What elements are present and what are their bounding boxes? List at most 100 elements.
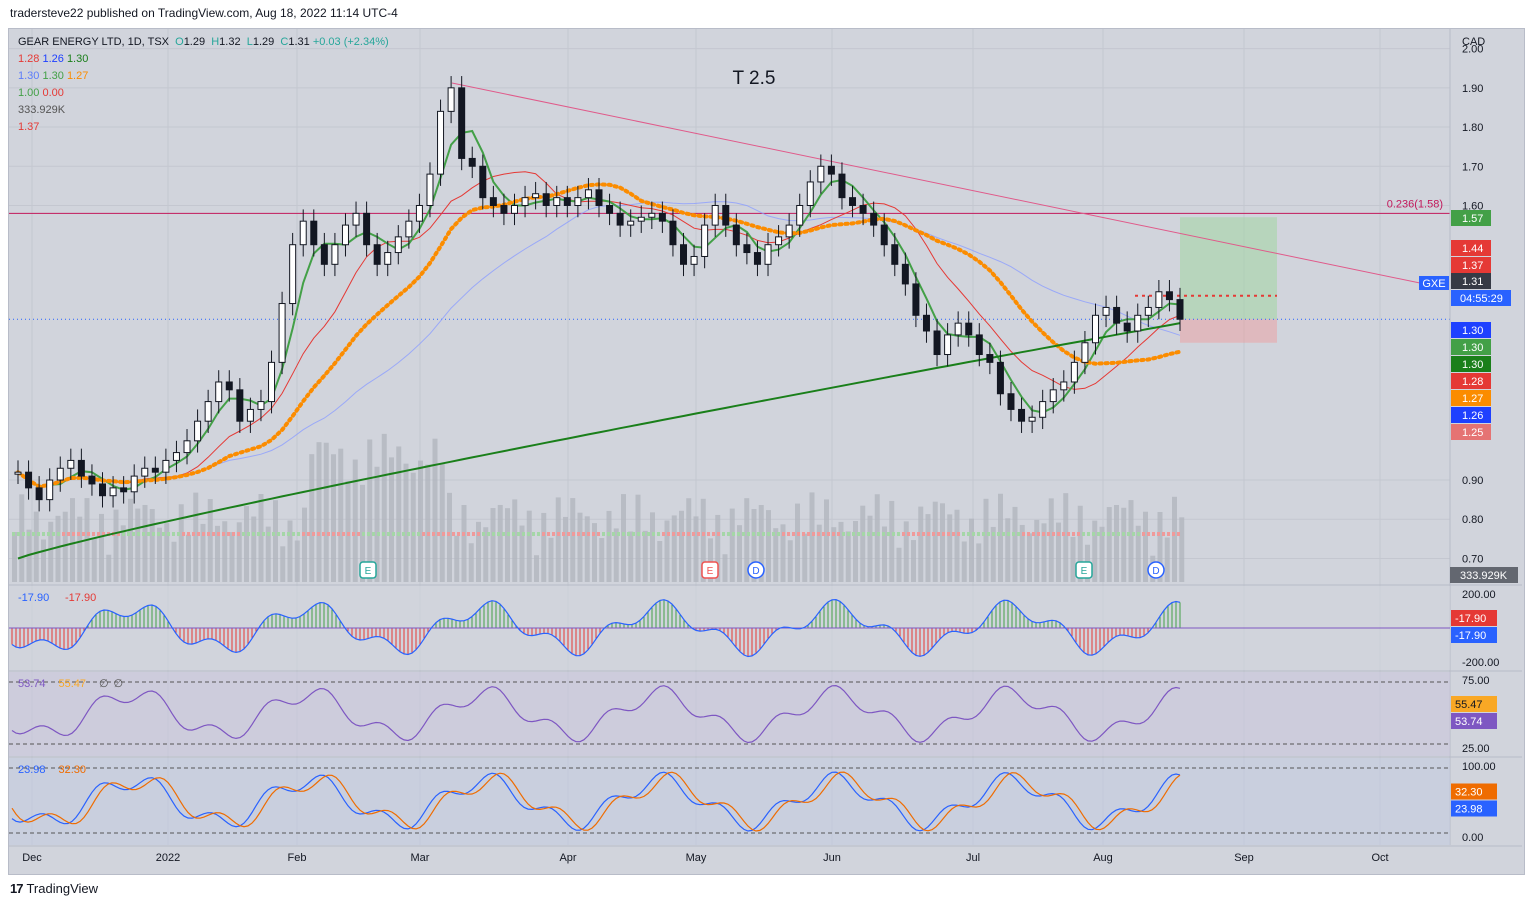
volume-bar — [331, 454, 336, 582]
volume-bar — [1106, 507, 1112, 582]
volume-bar — [186, 534, 191, 582]
x-tick-label: 2022 — [156, 852, 180, 864]
volume-ma-dot — [242, 532, 245, 536]
volume-ma-dot — [887, 532, 890, 536]
candle-body — [130, 475, 138, 493]
candle-body — [996, 361, 1004, 395]
candle-body — [489, 197, 497, 206]
volume-ma-dot — [952, 532, 955, 536]
indicator-line-stoch — [11, 771, 1181, 832]
volume-ma-dot — [487, 532, 490, 536]
volume-bar — [91, 538, 97, 582]
volume-ma-dot — [537, 532, 540, 536]
volume-bar — [41, 539, 46, 582]
candle-body — [1123, 322, 1131, 332]
chart-legend: GEAR ENERGY LTD, 1D, TSX O1.29 H1.32 L1.… — [18, 34, 389, 136]
volume-ma-dot — [977, 532, 980, 536]
candle-body — [912, 283, 920, 316]
indicator-tag-label: 53.74 — [1455, 716, 1483, 728]
volume-ma-dot — [247, 532, 250, 536]
candle-body — [637, 216, 645, 222]
indicator-tick: 100.00 — [1462, 761, 1496, 773]
volume-bar — [418, 460, 423, 582]
candle-body — [563, 197, 571, 206]
volume-bar — [229, 532, 235, 582]
volume-bar — [831, 527, 837, 582]
candle-body — [268, 361, 276, 403]
indicator-tag — [1451, 713, 1497, 729]
volume-bar — [374, 466, 380, 582]
volume-ma-dot — [857, 532, 860, 536]
volume-bar — [816, 524, 822, 582]
volume-bar — [860, 505, 866, 582]
volume-ma-dot — [82, 532, 85, 536]
volume-ma-dot — [1147, 532, 1150, 536]
legend-value: 333.929K — [18, 104, 66, 116]
indicator-legend-value: ∅ — [114, 678, 124, 690]
indicator-legend-value: -17.90 — [65, 592, 96, 604]
volume-ma-dot — [1142, 532, 1145, 536]
volume-ma-dot — [32, 532, 35, 536]
volume-bar — [853, 521, 858, 582]
price-tag — [1451, 210, 1491, 226]
volume-ma-dot — [747, 532, 750, 536]
candle-body — [204, 401, 212, 422]
candle-body — [574, 197, 582, 206]
volume-bar — [744, 498, 750, 582]
indicator-legend-value: -17.90 — [18, 592, 49, 604]
volume-ma-dot — [142, 532, 145, 536]
volume-bar — [555, 497, 561, 582]
volume-ma-dot — [432, 532, 435, 536]
volume-ma-dot — [202, 532, 205, 536]
countdown-tag — [1451, 290, 1511, 306]
volume-ma-dot — [452, 532, 455, 536]
chart-title: GEAR ENERGY LTD, 1D, TSX — [18, 36, 169, 48]
volume-bar — [157, 527, 162, 582]
y-tick-label: 0.80 — [1462, 514, 1483, 526]
volume-ma-dot — [682, 532, 685, 536]
volume-bar — [983, 498, 989, 582]
volume-ma-dot — [562, 532, 565, 536]
volume-bar — [323, 442, 329, 582]
volume-ma-dot — [522, 532, 525, 536]
volume-ma-dot — [712, 532, 715, 536]
event-earnings-icon — [1075, 561, 1093, 579]
candle-body — [363, 212, 371, 246]
volume-ma-dot — [257, 532, 260, 536]
candle-body — [986, 354, 994, 363]
volume-bar — [483, 527, 489, 582]
currency-label: CAD — [1462, 36, 1485, 48]
volume-ma-dot — [422, 532, 425, 536]
candle-body — [648, 212, 656, 218]
volume-ma-dot — [482, 532, 485, 536]
candle-body — [722, 204, 730, 226]
volume-ma-dot — [672, 532, 675, 536]
candle-body — [162, 459, 170, 473]
volume-ma-dot — [172, 532, 175, 536]
volume-ma-dot — [517, 532, 520, 536]
volume-ma-dot — [372, 532, 375, 536]
price-tag — [1451, 407, 1491, 423]
volume-ma-dot — [1137, 532, 1140, 536]
volume-bar — [961, 541, 967, 582]
volume-bar — [911, 540, 916, 582]
candle-body — [595, 189, 603, 206]
volume-ma-dot — [1007, 532, 1010, 536]
volume-ma-dot — [877, 532, 880, 536]
price-tag-label: 1.27 — [1462, 393, 1483, 405]
volume-ma-dot — [17, 532, 20, 536]
volume-ma-dot — [1167, 532, 1170, 536]
volume-ma-dot — [862, 532, 865, 536]
volume-ma-dot — [12, 532, 15, 536]
candle-body — [690, 255, 698, 265]
volume-bar — [635, 494, 641, 582]
volume-ma-dot — [627, 532, 630, 536]
price-tag-label: 1.31 — [1462, 276, 1483, 288]
candle-body — [922, 314, 930, 332]
volume-ma-dot — [327, 532, 330, 536]
volume-ma-dot — [412, 532, 415, 536]
volume-ma-dot — [1052, 532, 1055, 536]
volume-bar — [1099, 526, 1105, 582]
volume-ma-dot — [392, 532, 395, 536]
